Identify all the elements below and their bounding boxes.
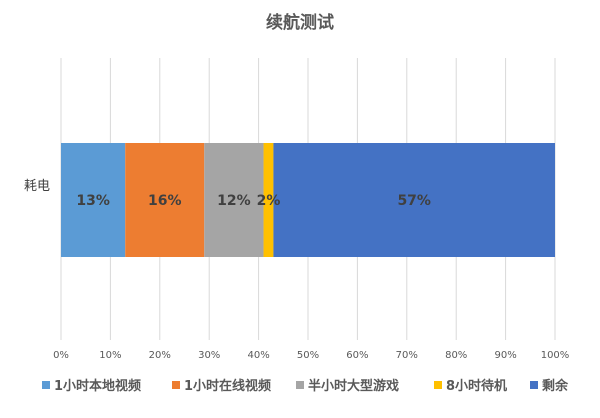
x-tick-label: 70% bbox=[396, 350, 418, 361]
x-tick-label: 100% bbox=[541, 350, 570, 361]
x-tick-label: 20% bbox=[149, 350, 171, 361]
legend-label: 1小时本地视频 bbox=[54, 378, 141, 394]
x-tick-label: 50% bbox=[297, 350, 319, 361]
x-tick-label: 90% bbox=[494, 350, 516, 361]
bar-segment bbox=[204, 143, 264, 257]
category-label: 耗电 bbox=[24, 179, 50, 194]
data-label: 2% bbox=[257, 193, 281, 209]
legend-item: 8小时待机 bbox=[434, 378, 507, 394]
legend-item: 半小时大型游戏 bbox=[296, 378, 399, 394]
legend-label: 8小时待机 bbox=[446, 378, 507, 394]
x-tick-label: 10% bbox=[99, 350, 121, 361]
legend-swatch bbox=[434, 381, 442, 389]
legend-swatch bbox=[42, 381, 50, 389]
bar-segments bbox=[61, 143, 555, 257]
x-tick-label: 60% bbox=[346, 350, 368, 361]
x-tick-label: 40% bbox=[247, 350, 269, 361]
legend-swatch bbox=[172, 381, 180, 389]
x-axis-ticks: 0% 10% 20% 30% 40% 50% 60% 70% 80% 90% 100% bbox=[53, 350, 569, 361]
x-tick-label: 80% bbox=[445, 350, 467, 361]
data-label: 13% bbox=[76, 193, 110, 209]
legend: 1小时本地视频 1小时在线视频 半小时大型游戏 8小时待机 剩余 bbox=[42, 378, 569, 394]
bar-segment bbox=[273, 143, 555, 257]
bar-segment bbox=[263, 143, 274, 257]
legend-label: 1小时在线视频 bbox=[184, 378, 271, 394]
legend-item: 剩余 bbox=[530, 378, 569, 394]
x-tick-label: 0% bbox=[53, 350, 69, 361]
legend-swatch bbox=[296, 381, 304, 389]
legend-label: 半小时大型游戏 bbox=[308, 378, 399, 394]
legend-item: 1小时在线视频 bbox=[172, 378, 271, 394]
legend-label: 剩余 bbox=[542, 378, 569, 394]
data-labels: 13% 16% 12% 2% 57% bbox=[76, 193, 431, 209]
chart-title: 续航测试 bbox=[266, 12, 334, 33]
y-axis-categories: 耗电 bbox=[24, 179, 50, 194]
bar-segment bbox=[125, 143, 205, 257]
data-label: 16% bbox=[148, 193, 182, 209]
data-label: 12% bbox=[217, 193, 251, 209]
legend-item: 1小时本地视频 bbox=[42, 378, 141, 394]
bar-segment bbox=[61, 143, 126, 257]
x-tick-label: 30% bbox=[198, 350, 220, 361]
legend-swatch bbox=[530, 381, 538, 389]
data-label: 57% bbox=[397, 193, 431, 209]
